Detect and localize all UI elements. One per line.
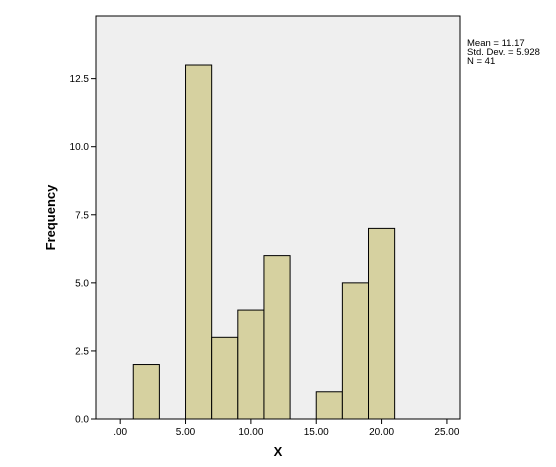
n-label: N = 41 — [467, 56, 496, 67]
bars-group — [132, 64, 396, 420]
histogram-bar — [263, 255, 291, 420]
histogram-bar — [237, 309, 265, 420]
x-tick-label: 5.00 — [176, 427, 196, 438]
x-tick-label: 25.00 — [434, 427, 459, 438]
y-axis-title: Frequency — [43, 184, 58, 251]
histogram-bar — [211, 336, 239, 420]
histogram-bar — [132, 364, 160, 420]
histogram-bar — [341, 282, 370, 420]
y-tick-label: 0.0 — [75, 415, 89, 426]
y-tick-label: 2.5 — [75, 346, 89, 357]
std-dev-label: Std. Dev. = 5.928 — [467, 47, 540, 58]
y-tick-label: 5.0 — [75, 278, 89, 289]
x-tick-label: 20.00 — [369, 427, 394, 438]
x-axis: .00 5.00 10.00 15.00 20.00 25.00 — [113, 419, 460, 438]
y-tick-label: 7.5 — [75, 210, 89, 221]
y-tick-label: 10.0 — [70, 142, 90, 153]
x-tick-label: 10.00 — [238, 427, 263, 438]
histogram-bar — [368, 227, 396, 420]
x-tick-label: .00 — [113, 427, 127, 438]
histogram-bar — [185, 64, 213, 420]
histogram-bar — [315, 391, 343, 420]
x-tick-label: 15.00 — [304, 427, 329, 438]
mean-label: Mean = 11.17 — [467, 38, 525, 49]
y-axis: 0.0 2.5 5.0 7.5 10.0 12.5 — [70, 74, 96, 426]
x-axis-title: X — [274, 444, 283, 459]
stats-box: Mean = 11.17 Std. Dev. = 5.928 N = 41 — [467, 38, 540, 67]
y-tick-label: 12.5 — [70, 74, 90, 85]
